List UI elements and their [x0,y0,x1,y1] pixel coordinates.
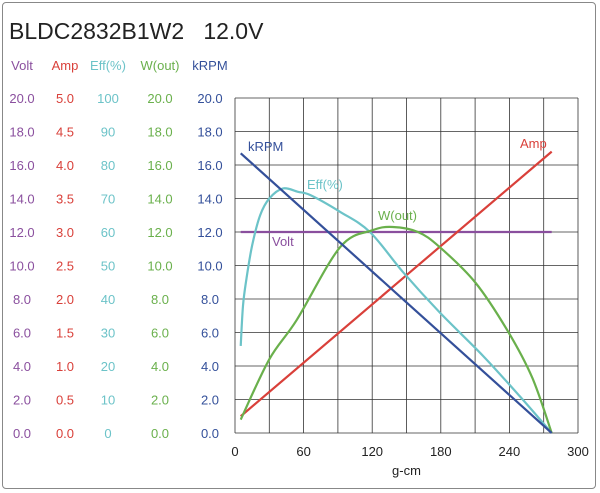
x-tick-label: 300 [567,444,589,459]
y-tick-label: 8.0 [201,292,219,307]
x-axis-label: g-cm [392,463,421,478]
y-tick-label: 40 [101,292,115,307]
y-tick-label: 3.0 [56,225,74,240]
y-tick-label: 20 [101,359,115,374]
y-tick-label: 4.0 [13,359,31,374]
y-tick-label: 30 [101,326,115,341]
y-tick-label: 20.0 [147,91,172,106]
y-tick-label: 10.0 [197,259,222,274]
y-tick-label: 100 [97,91,119,106]
series-line-amp [240,150,553,418]
y-tick-label: 16.0 [9,158,34,173]
chart-frame [2,2,596,489]
y-tick-label: 0.0 [56,426,74,441]
y-tick-label: 10.0 [9,259,34,274]
y-tick-label: 20.0 [9,91,34,106]
y-tick-label: 14.0 [197,192,222,207]
x-tick-label: 180 [430,444,452,459]
y-tick-label: 60 [101,225,115,240]
y-tick-label: 80 [101,158,115,173]
y-tick-label: 16.0 [147,158,172,173]
y-tick-label: 14.0 [9,192,34,207]
y-tick-label: 4.0 [151,359,169,374]
y-tick-label: 1.5 [56,326,74,341]
y-tick-label: 6.0 [13,326,31,341]
y-tick-label: 20.0 [197,91,222,106]
y-tick-label: 12.0 [197,225,222,240]
y-tick-label: 0.0 [201,426,219,441]
y-tick-label: 5.0 [56,91,74,106]
axis-header-krpm: kRPM [192,58,227,73]
y-tick-label: 3.5 [56,192,74,207]
y-tick-label: 2.0 [13,393,31,408]
x-tick-label: 120 [361,444,383,459]
axis-header-amp: Amp [52,58,79,73]
y-tick-label: 70 [101,192,115,207]
y-tick-label: 50 [101,259,115,274]
y-tick-label: 14.0 [147,192,172,207]
y-tick-label: 4.0 [201,359,219,374]
y-tick-label: 2.0 [56,292,74,307]
chart-title: BLDC2832B1W2 12.0V [9,18,264,44]
series-line-krpm [239,152,553,434]
y-tick-label: 1.0 [56,359,74,374]
y-tick-label: 12.0 [9,225,34,240]
y-tick-label: 10.0 [147,259,172,274]
x-tick-label: 240 [499,444,521,459]
y-tick-label: 0.0 [151,426,169,441]
y-tick-label: 90 [101,125,115,140]
y-tick-label: 2.0 [201,393,219,408]
y-tick-label: 10 [101,393,115,408]
y-tick-label: 18.0 [197,125,222,140]
y-tick-label: 4.0 [56,158,74,173]
y-tick-label: 18.0 [147,125,172,140]
x-tick-label: 60 [296,444,310,459]
y-tick-label: 8.0 [13,292,31,307]
series-label-eff: Eff(%) [307,177,343,192]
y-tick-label: 2.5 [56,259,74,274]
y-tick-label: 18.0 [9,125,34,140]
series-label-krpm: kRPM [248,139,283,154]
x-tick-label: 0 [231,444,238,459]
axis-header-wout: W(out) [141,58,180,73]
y-tick-label: 6.0 [201,326,219,341]
y-tick-label: 12.0 [147,225,172,240]
y-tick-label: 2.0 [151,393,169,408]
axis-header-volt: Volt [11,58,33,73]
y-tick-label: 0.5 [56,393,74,408]
y-tick-label: 16.0 [197,158,222,173]
y-tick-label: 6.0 [151,326,169,341]
y-tick-label: 8.0 [151,292,169,307]
y-tick-label: 4.5 [56,125,74,140]
series-line-wout [239,225,553,434]
series-label-volt: Volt [272,234,294,249]
axis-header-eff: Eff(%) [90,58,126,73]
y-tick-label: 0.0 [13,426,31,441]
y-tick-label: 0 [104,426,111,441]
series-line-eff [239,187,553,434]
series-label-amp: Amp [520,136,547,151]
series-label-wout: W(out) [378,208,417,223]
